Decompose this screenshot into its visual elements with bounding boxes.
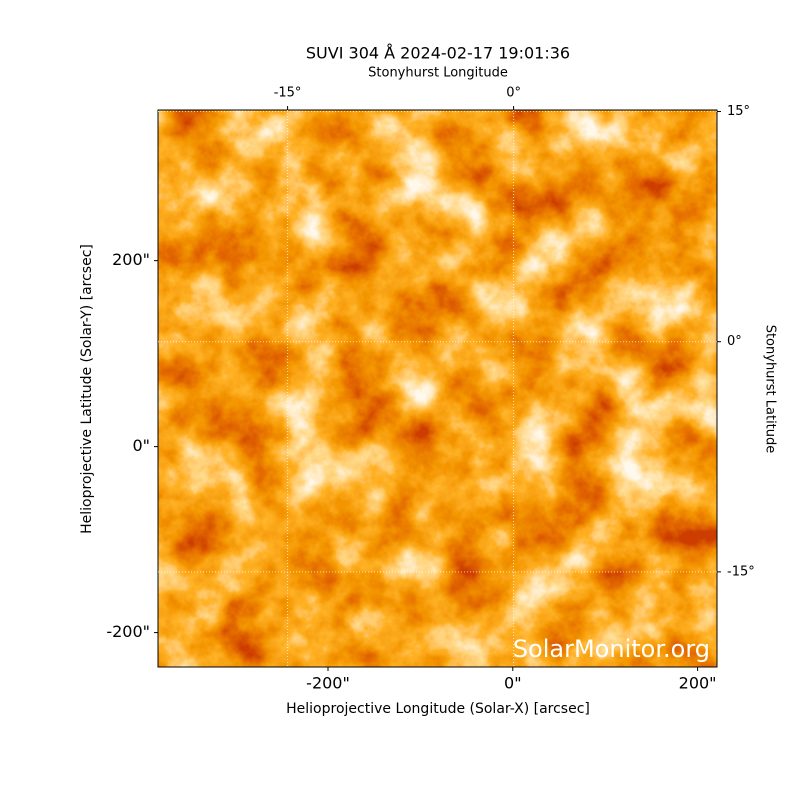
watermark: SolarMonitor.org [513, 635, 710, 663]
y2-tick-label: -15° [727, 564, 755, 579]
y-label: Helioprojective Latitude (Solar-Y) [arcs… [79, 244, 95, 534]
x-tick-label: 0" [504, 674, 522, 693]
y2-tick-label: 15° [727, 104, 750, 119]
solar-image [158, 110, 717, 667]
y2-label: Stonyhurst Latitude [763, 325, 778, 454]
x2-tick-label: -15° [274, 86, 302, 101]
x-label: Helioprojective Longitude (Solar-X) [arc… [286, 701, 590, 717]
y-tick-label: 200" [112, 250, 150, 269]
chart-title: SUVI 304 Å 2024-02-17 19:01:36 [306, 44, 570, 63]
x2-label: Stonyhurst Longitude [368, 66, 508, 81]
x2-tick-label: 0° [506, 86, 521, 101]
x-tick-label: 200" [679, 674, 717, 693]
y2-tick-label: 0° [727, 334, 742, 349]
x-tick-label: -200" [306, 674, 350, 693]
y-tick-label: -200" [106, 622, 150, 641]
y-tick-label: 0" [132, 436, 150, 455]
plot-frame [157, 109, 718, 668]
